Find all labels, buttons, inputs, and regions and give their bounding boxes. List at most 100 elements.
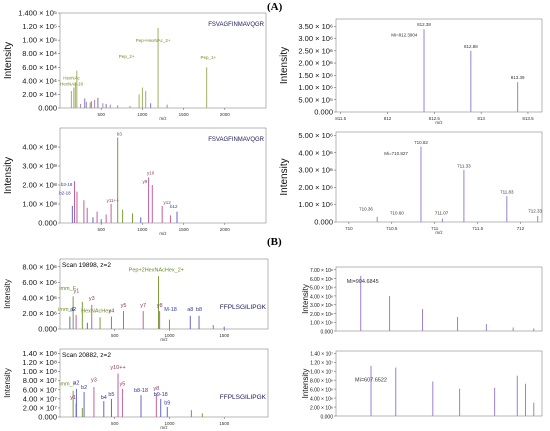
peak-label: y5 [121, 303, 127, 309]
x-tick-label: 710.5 [386, 226, 398, 231]
x-tick-label: 812 [384, 116, 392, 121]
y-tick-label: 0.000 [320, 330, 333, 336]
y-axis-label: Intensity [3, 279, 12, 309]
peak-label: HexNAc [63, 76, 80, 81]
peak-label: 711.07 [435, 211, 449, 216]
x-tick-label: 813.5 [522, 116, 534, 121]
peak-label: Mi=904.6845 [347, 279, 379, 285]
peak-label: b3-18 [61, 182, 73, 187]
plot-frame [59, 12, 267, 109]
peak-label: Mi=812.3904 [391, 33, 418, 38]
y-tick-label: 0.000 [314, 108, 333, 117]
y-tick-label: 3.50 × 10⁶ [298, 22, 333, 31]
x-tick-label: 811.5 [335, 116, 346, 121]
y-tick-label: 1.00 × 10⁵ [22, 36, 57, 45]
peak-label: y9 [142, 179, 147, 184]
y-tick-label: 1.00 × 10⁶ [298, 83, 333, 92]
y-tick-label: 5.00 × 10⁶ [310, 286, 333, 292]
spectrum-panel-b1: 0.000 2.00 × 10⁶ 4.00 × 10⁶ 6.00 × 10⁶ 8.00 … [2, 252, 274, 342]
y-tick-label: 1.50 × 10⁶ [298, 71, 333, 80]
x-tick-label: 712 [517, 226, 525, 231]
y-tick-label: 3.00 × 10⁶ [298, 166, 333, 175]
peak-label: 710.60 [390, 211, 404, 216]
y-tick-label: 2.00 × 10⁶ [298, 59, 333, 68]
y-tick-label: 1.00 × 10⁸ [22, 200, 57, 209]
peak-label: imm_F [59, 381, 76, 387]
peak-label: y12 [163, 200, 171, 205]
spectrum-svg: 0.000 2.00 × 10⁴ 4.00 × 10⁴ 6.00 × 10⁴ 8.00 … [3, 9, 267, 121]
x-axis-label: m/z [159, 231, 167, 236]
y-tick-label: 1.400 × 10⁵ [18, 9, 57, 18]
x-tick-label: 500 [97, 112, 105, 117]
y-tick-label: 8.00 × 10⁶ [310, 379, 333, 385]
y-tick-label: 1.20 × 10⁵ [22, 22, 57, 31]
y-tick-label: 4.00 × 10⁴ [22, 76, 57, 85]
x-tick-label: 2000 [220, 227, 231, 232]
peak-label: y5 [119, 381, 125, 387]
y-tick-label: 1.20 × 10⁷ [310, 361, 333, 367]
plot-frame [59, 348, 269, 418]
peak-label: Pep_2+ [119, 54, 135, 59]
peak-label: y1 [70, 395, 76, 401]
y-tick-label: 3.00 × 10⁶ [310, 303, 333, 309]
plot-frame [59, 258, 269, 330]
peak-label: a2 [73, 380, 79, 386]
peak-label: 711.83 [500, 190, 514, 195]
y-tick-label: 2.00 × 10⁶ [310, 312, 333, 318]
y-tick-label: 6.00 × 10⁶ [310, 388, 333, 394]
peak-label: b8-18 [134, 388, 148, 394]
x-tick-label: 1500 [219, 421, 230, 426]
peak-label: Pep+HexNAc_2+ [136, 38, 171, 43]
x-axis-label: m/z [160, 425, 168, 430]
peak-label: y3 [91, 378, 97, 384]
peptide-sequence: FSVAGFINMAVQGR [208, 22, 264, 28]
peak-label: a2 [70, 307, 76, 313]
y-axis-label: Intensity [279, 158, 290, 195]
spectrum-panel-b4: 0.000 2.00 × 10⁶ 4.00 × 10⁶ 6.00 × 10⁶ 8.00 … [300, 344, 548, 429]
spectrum-panel-a4: 0.000 1.00 × 10⁶ 2.00 × 10⁶ 3.00 × 10⁶ 4.00 … [278, 125, 548, 235]
spectrum-panel-a1: 0.000 2.00 × 10⁴ 4.00 × 10⁴ 6.00 × 10⁴ 8.00 … [2, 6, 272, 121]
y-tick-label: 2.00 × 10⁷ [23, 403, 57, 412]
peak-label: b12 [170, 204, 178, 209]
peak-label: 812.88 [464, 44, 478, 49]
spectrum-svg: 0.000 2.00 × 10⁶ 4.00 × 10⁶ 6.00 × 10⁶ 8.00 … [301, 350, 543, 421]
y-tick-label: 5.00 × 10⁶ [298, 131, 333, 140]
peak-label: b3 [117, 132, 123, 137]
spectrum-panel-b3: 0.000 1.00 × 10⁶ 2.00 × 10⁶ 3.00 × 10⁶ 4.00 … [300, 260, 548, 344]
y-tick-label: 8.00 × 10⁴ [22, 49, 57, 58]
peak-label: y3 [89, 296, 95, 302]
y-axis-label: Intensity [3, 157, 14, 194]
y-tick-label: 6.00 × 10⁴ [22, 63, 57, 72]
peak-label: y7 [140, 303, 146, 309]
y-axis-label: Intensity [3, 42, 14, 79]
x-tick-label: 500 [111, 421, 119, 426]
y-axis-label: Intensity [301, 369, 310, 399]
peak-label: imm_F [59, 286, 76, 292]
peak-label: 710.82 [414, 140, 428, 145]
y-tick-label: 2.00 × 10⁶ [310, 406, 333, 412]
spectrum-svg: 0.000 1.00 × 10⁶ 2.00 × 10⁶ 3.00 × 10⁶ 4.00 … [301, 266, 543, 336]
y-tick-label: 2.50 × 10⁶ [298, 46, 333, 55]
y-tick-label: 1.40 × 10⁸ [22, 349, 57, 358]
x-tick-label: 711 [431, 226, 439, 231]
y-tick-label: 4.00 × 10⁷ [23, 394, 57, 403]
peptide-sequence: FFPLSGILIPGK [220, 394, 267, 401]
x-axis-label: m/z [159, 116, 167, 121]
spectrum-panel-b2: 0.000 2.00 × 10⁷ 4.00 × 10⁷ 6.00 × 10⁷ 8.00 … [2, 342, 274, 430]
peak-label: 710.36 [359, 207, 373, 212]
y-tick-label: 1.00 × 10⁷ [310, 370, 333, 376]
x-tick-label: 2000 [220, 112, 231, 117]
y-tick-label: 3.00 × 10⁶ [298, 34, 333, 43]
peak-label: Mi=607.6522 [355, 377, 387, 383]
peak-label: y8 [153, 386, 159, 392]
plot-frame [335, 350, 543, 417]
peak-label: a8 [187, 307, 193, 313]
scan-label: Scan 19898, z=2 [62, 262, 111, 269]
section-label-a: (A) [267, 1, 283, 13]
peak-label: b9 [164, 400, 170, 406]
peak-label: y4 [109, 309, 115, 315]
x-axis-label: m/z [160, 337, 168, 342]
peak-label: b9-18 [154, 392, 168, 398]
y-tick-label: 1.40 × 10⁷ [310, 352, 333, 358]
